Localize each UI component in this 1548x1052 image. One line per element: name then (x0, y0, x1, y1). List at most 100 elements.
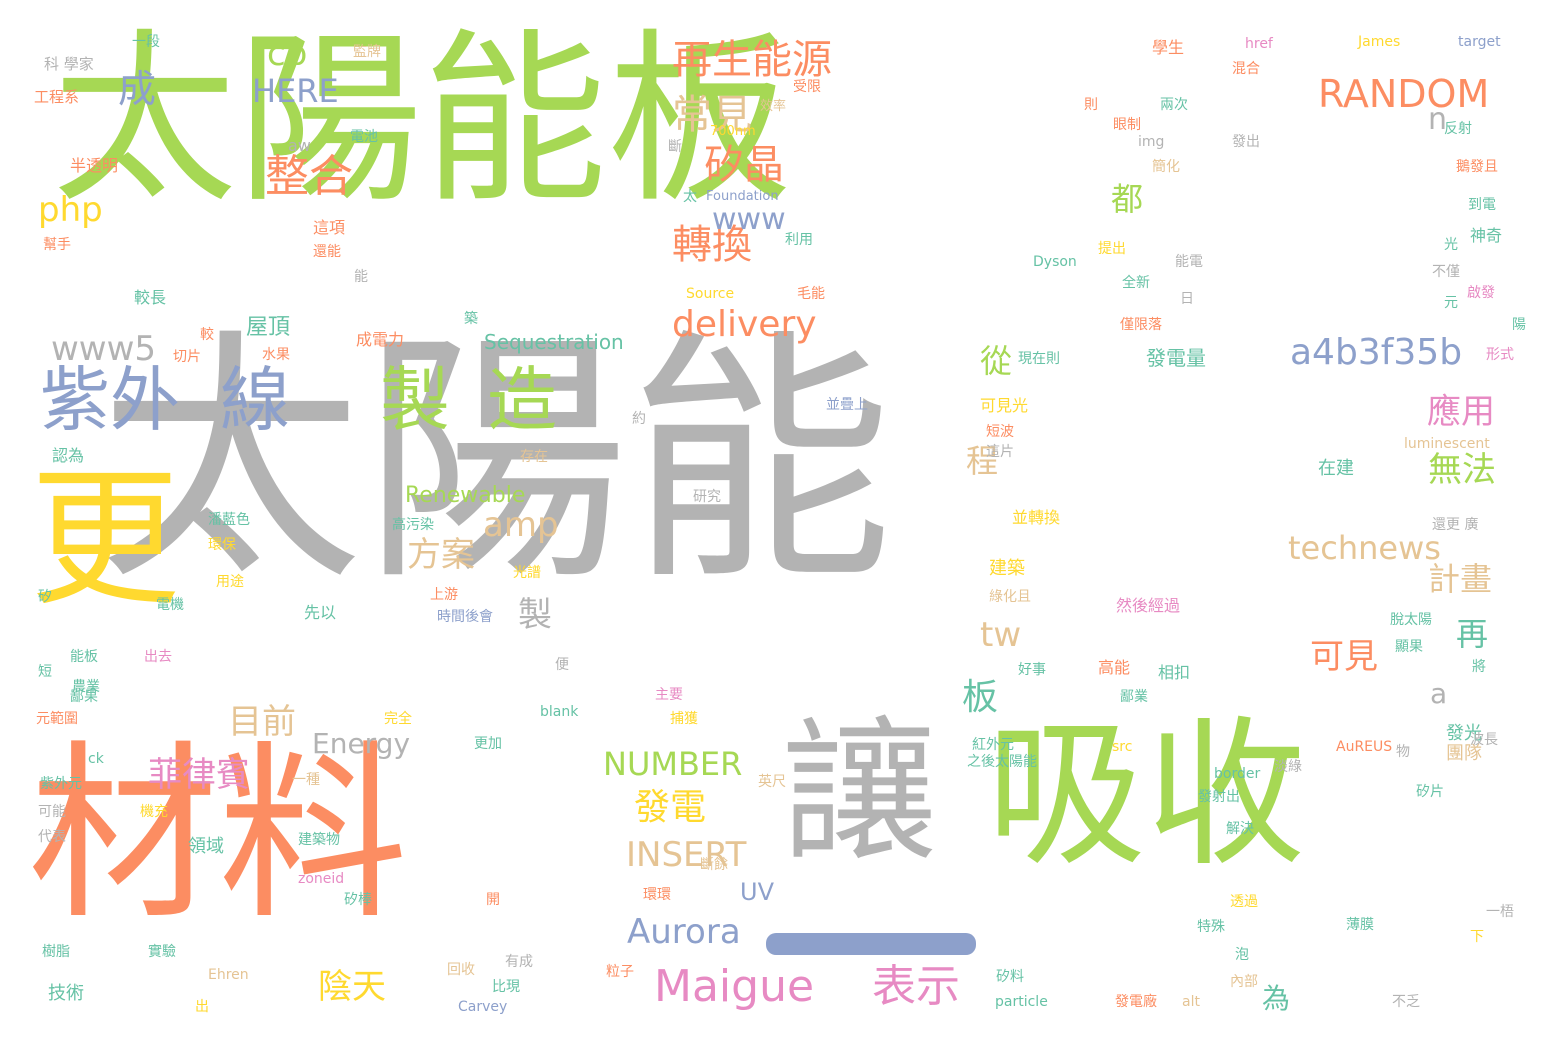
word-36: tw (980, 615, 1022, 655)
word-112: 實驗 (148, 944, 176, 960)
word-170: 光 (1444, 237, 1458, 253)
word-48: 表示 (872, 961, 960, 1012)
word-163: 兩次 (1160, 97, 1188, 113)
word-43: 發電 (634, 787, 707, 828)
word-3: 吸收 (986, 701, 1307, 888)
word-147: 特殊 (1197, 919, 1225, 935)
word-97: 捕獲 (670, 711, 698, 727)
word-7: 線 (220, 359, 290, 441)
word-113: Ehren (208, 967, 249, 983)
word-72: 這項 (313, 218, 346, 237)
word-192: 泡 (1235, 947, 1249, 963)
word-10: 再生能源 (672, 37, 832, 83)
word-95: 元範圍 (36, 711, 78, 727)
word-121: Source (686, 286, 735, 302)
word-94: 農業 (72, 679, 100, 695)
word-108: zoneid (298, 871, 345, 887)
word-62: 建築 (989, 558, 1025, 579)
word-45: INSERT (626, 835, 747, 875)
word-202: 元 (1444, 295, 1458, 311)
word-179: 矽片 (1416, 784, 1444, 800)
word-196: 陽 (1512, 317, 1526, 333)
word-96: 主要 (655, 687, 683, 703)
word-165: 反射 (1444, 121, 1472, 137)
word-197: 太 (683, 189, 697, 205)
word-132: 並轉換 (1012, 508, 1061, 527)
word-27: 應用 (1427, 392, 1495, 432)
word-119: img (1138, 134, 1165, 150)
word-134: 然後經過 (1116, 596, 1181, 615)
word-98: 完全 (384, 711, 412, 727)
word-137: 好事 (1018, 662, 1046, 678)
word-150: particle (995, 994, 1048, 1010)
word-111: 樹脂 (42, 944, 70, 960)
word-64: 工程系 (34, 88, 80, 106)
underline-bar (766, 933, 976, 955)
word-18: cb (267, 34, 308, 74)
word-33: 計畫 (1428, 560, 1493, 598)
word-157: 粒子 (606, 964, 634, 980)
word-155: 環環 (643, 887, 671, 903)
word-14: 整合 (265, 151, 353, 202)
word-123: Dyson (1033, 254, 1077, 270)
word-100: ck (88, 751, 104, 767)
word-28: 無法 (1428, 450, 1496, 490)
word-200: 鵝發且 (1456, 159, 1498, 175)
word-99: blank (540, 704, 579, 720)
word-40: 目前 (228, 702, 296, 742)
word-89: 上游 (430, 587, 458, 603)
word-77: 水果 (262, 347, 290, 363)
word-54: Sequestration (484, 330, 624, 354)
word-130: 短波 (986, 424, 1014, 440)
word-182: 將 (1472, 659, 1486, 675)
word-9: 造 (487, 359, 557, 441)
word-102: 紫外元 (40, 776, 82, 792)
word-185: 能電 (1175, 254, 1203, 270)
word-139: 紅外元 (972, 737, 1014, 753)
word-136: 相扣 (1158, 663, 1191, 682)
word-93: 出去 (144, 649, 172, 665)
word-133: 綠化且 (989, 589, 1031, 605)
word-151: alt (1182, 994, 1200, 1010)
word-184: 顯果 (1395, 639, 1423, 655)
word-141: AuREUS (1336, 739, 1393, 755)
word-26: 從 (980, 342, 1013, 380)
word-160: James (1358, 34, 1401, 50)
word-16: RANDOM (1318, 72, 1490, 116)
word-194: aw (288, 136, 311, 155)
word-53: Renewable (405, 483, 526, 508)
word-109: 矽棒 (344, 892, 372, 908)
word-171: 不僅 (1432, 264, 1460, 280)
word-13: 轉換 (672, 222, 752, 268)
word-51: UV (740, 878, 774, 906)
word-107: 建築物 (298, 832, 340, 848)
word-78: 切片 (173, 349, 201, 365)
word-1: 太陽能 (98, 308, 893, 616)
word-17: n (1428, 102, 1448, 137)
word-122: 毛能 (797, 286, 825, 302)
word-188: 短 (38, 664, 52, 680)
word-158: 學生 (1152, 38, 1185, 57)
word-32: technews (1288, 529, 1441, 567)
word-135: 高能 (1098, 658, 1131, 677)
word-47: Maigue (654, 961, 815, 1012)
word-61: 領域 (188, 836, 224, 857)
word-120: Foundation (706, 189, 779, 204)
word-34: 再 (1456, 615, 1489, 653)
word-83: 環保 (208, 537, 236, 553)
word-101: 更加 (474, 736, 502, 752)
word-183: 脫太陽 (1390, 612, 1432, 628)
word-4: 讓 (782, 702, 937, 883)
word-103: 一種 (292, 772, 320, 788)
word-42: NUMBER (603, 745, 743, 783)
word-57: 在建 (1318, 458, 1354, 479)
word-115: 有成 (505, 954, 533, 970)
word-74: 利用 (785, 232, 813, 248)
word-172: 啟發 (1467, 285, 1495, 301)
word-5: 更 (30, 453, 181, 627)
word-169: 神奇 (1470, 226, 1503, 245)
word-23: delivery (672, 304, 817, 345)
word-187: 矽 (38, 589, 52, 605)
word-175: 還更 廣 (1432, 517, 1479, 533)
